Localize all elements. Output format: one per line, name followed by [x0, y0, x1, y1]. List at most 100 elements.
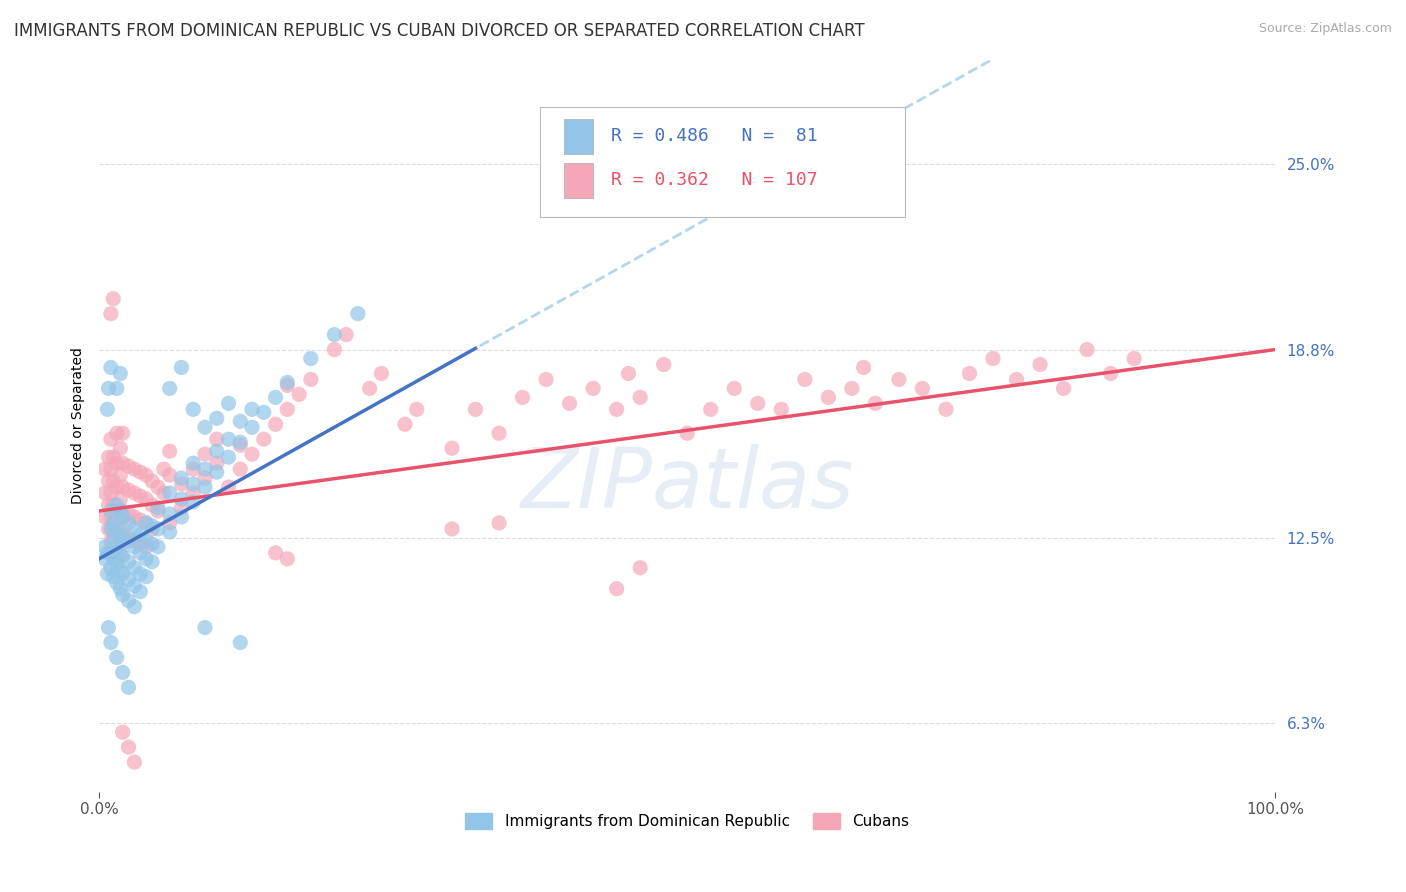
Point [129, 465, 152, 479]
Point [117, 533, 139, 548]
Point [103, 546, 125, 560]
Point [181, 477, 204, 491]
Point [124, 579, 146, 593]
Point [135, 468, 157, 483]
Point [299, 372, 322, 386]
Point [110, 491, 132, 506]
Point [159, 486, 181, 500]
Point [323, 343, 346, 357]
Point [141, 498, 163, 512]
Point [793, 372, 815, 386]
Point [170, 491, 193, 506]
Point [111, 549, 134, 563]
Point [159, 381, 181, 395]
Point [264, 546, 287, 560]
Point [153, 462, 176, 476]
Point [111, 531, 134, 545]
Point [103, 570, 125, 584]
Point [100, 533, 122, 548]
Point [582, 381, 605, 395]
Point [194, 621, 217, 635]
Point [770, 402, 793, 417]
Point [129, 546, 152, 560]
Point [359, 381, 381, 395]
Point [105, 426, 128, 441]
Point [105, 650, 128, 665]
Point [124, 540, 146, 554]
Point [110, 540, 132, 554]
Point [229, 462, 252, 476]
Point [111, 588, 134, 602]
Point [103, 450, 125, 465]
Point [299, 351, 322, 366]
Point [935, 402, 957, 417]
Point [124, 755, 146, 769]
Point [117, 459, 139, 474]
Point [135, 516, 157, 530]
Point [628, 390, 651, 404]
Point [347, 307, 370, 321]
Point [488, 516, 510, 530]
Point [129, 584, 152, 599]
Point [111, 566, 134, 581]
Point [181, 495, 204, 509]
Text: Source: ZipAtlas.com: Source: ZipAtlas.com [1258, 22, 1392, 36]
Point [440, 441, 463, 455]
Text: IMMIGRANTS FROM DOMINICAN REPUBLIC VS CUBAN DIVORCED OR SEPARATED CORRELATION CH: IMMIGRANTS FROM DOMINICAN REPUBLIC VS CU… [14, 22, 865, 40]
Point [103, 474, 125, 488]
Point [110, 441, 132, 455]
Point [159, 524, 181, 539]
Point [253, 432, 276, 446]
Point [488, 426, 510, 441]
Text: R = 0.486   N =  81: R = 0.486 N = 81 [610, 128, 817, 145]
Point [617, 367, 640, 381]
Point [253, 405, 276, 419]
Point [229, 414, 252, 428]
Point [440, 522, 463, 536]
Point [117, 573, 139, 587]
Point [105, 540, 128, 554]
Point [141, 537, 163, 551]
Point [135, 551, 157, 566]
Point [105, 498, 128, 512]
Point [110, 528, 132, 542]
Point [97, 522, 120, 536]
Point [170, 360, 193, 375]
Point [181, 456, 204, 470]
Point [218, 450, 240, 465]
Point [135, 533, 157, 548]
Point [129, 566, 152, 581]
Point [117, 555, 139, 569]
Point [170, 471, 193, 485]
Point [105, 575, 128, 590]
Point [170, 500, 193, 515]
Point [159, 444, 181, 458]
Point [205, 432, 228, 446]
Point [240, 402, 263, 417]
Point [103, 516, 125, 530]
Point [94, 540, 117, 554]
Point [96, 402, 118, 417]
Point [240, 447, 263, 461]
Point [111, 504, 134, 518]
Point [146, 504, 169, 518]
Point [129, 513, 152, 527]
Point [103, 551, 125, 566]
Point [817, 390, 839, 404]
Point [141, 522, 163, 536]
Point [129, 489, 152, 503]
Point [100, 486, 122, 500]
Point [110, 367, 132, 381]
Point [135, 570, 157, 584]
Point [129, 528, 152, 542]
Point [841, 381, 863, 395]
Point [110, 468, 132, 483]
Y-axis label: Divorced or Separated: Divorced or Separated [72, 347, 86, 504]
Point [97, 621, 120, 635]
Point [111, 725, 134, 739]
Point [105, 504, 128, 518]
Point [124, 561, 146, 575]
Bar [564, 119, 593, 154]
Point [105, 480, 128, 494]
Point [723, 381, 745, 395]
